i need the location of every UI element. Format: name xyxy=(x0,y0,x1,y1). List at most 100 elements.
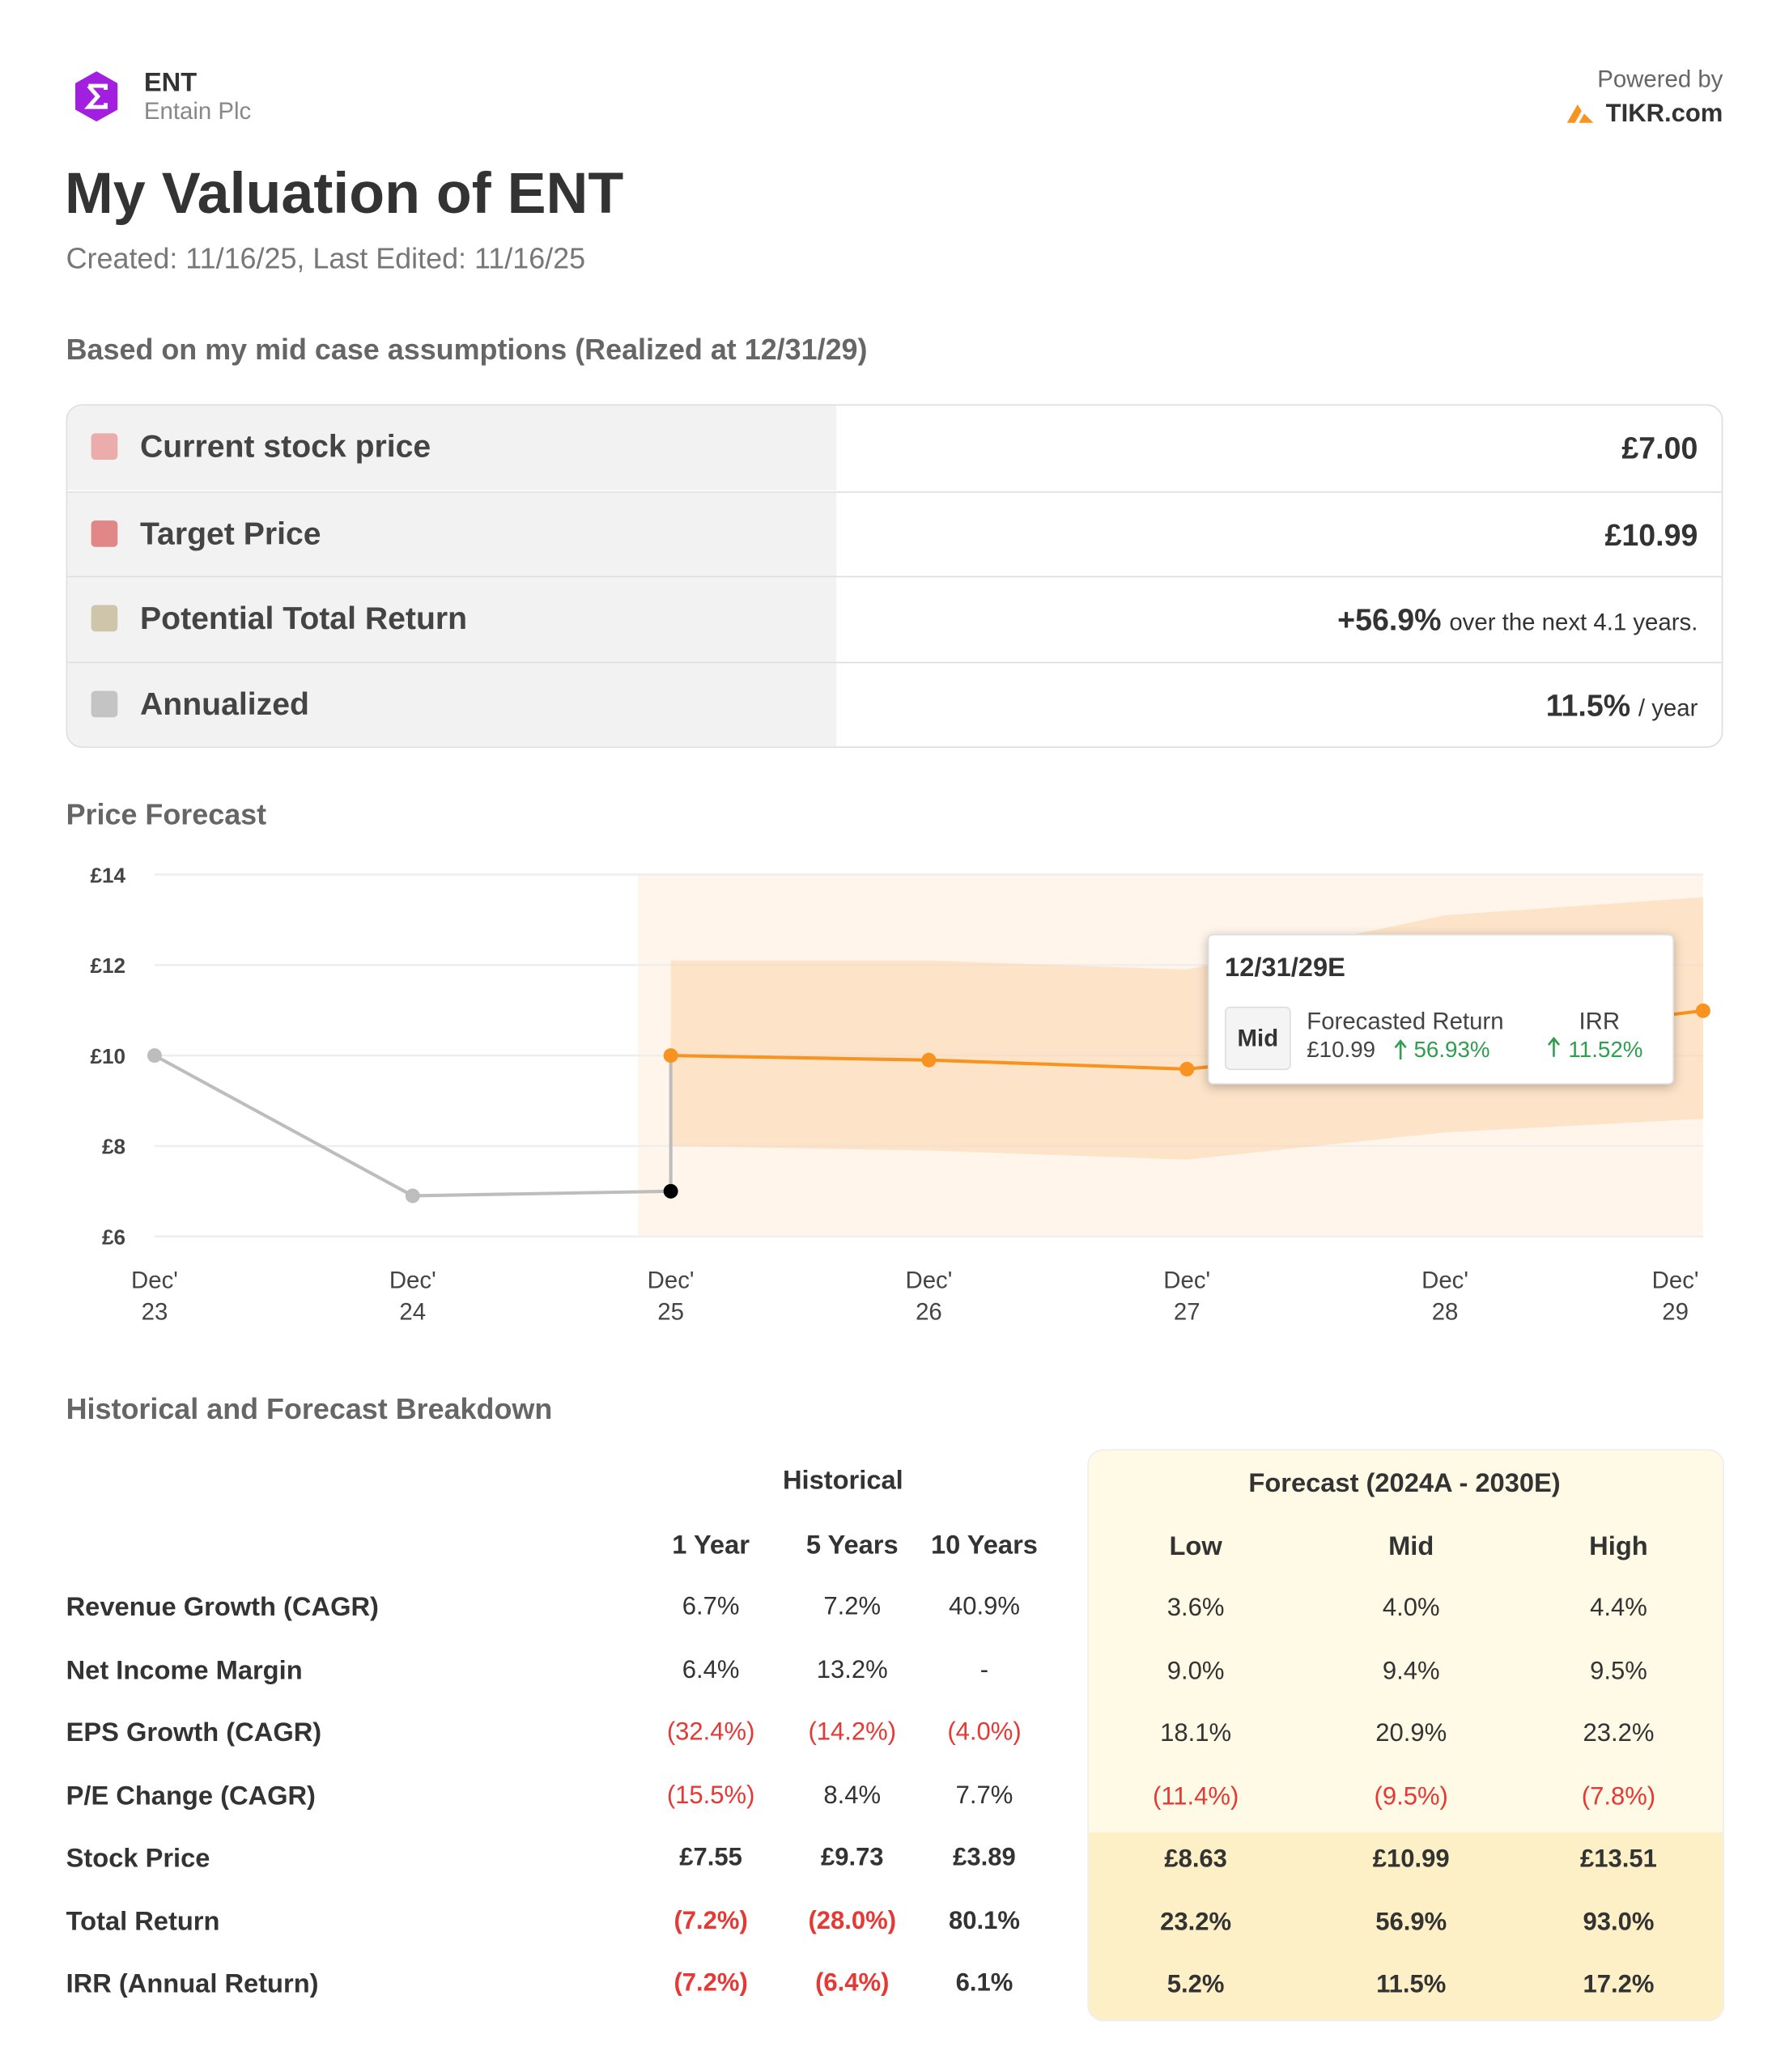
data-point xyxy=(921,1052,937,1068)
cell-value: £13.51 xyxy=(1580,1845,1657,1874)
row-icon xyxy=(91,690,118,717)
row-label: Annualized xyxy=(140,686,309,722)
row-value: +56.9% over the next 4.1 years. xyxy=(1337,577,1698,664)
row-label: P/E Change (CAGR) xyxy=(66,1781,316,1811)
tooltip-title: 12/31/29E xyxy=(1225,953,1345,983)
group-header: Historical xyxy=(782,1466,903,1496)
cell-value: £7.55 xyxy=(679,1844,742,1872)
cell-value: 23.2% xyxy=(1583,1720,1655,1748)
value: +56.9% xyxy=(1337,602,1442,637)
row-label: IRR (Annual Return) xyxy=(66,1969,319,1999)
row-label: Total Return xyxy=(66,1907,220,1936)
data-point xyxy=(1179,1061,1195,1076)
cell-value: 80.1% xyxy=(949,1907,1020,1935)
page-title: My Valuation of ENT xyxy=(64,161,624,227)
forecast-highlight xyxy=(1088,1832,1723,2020)
section-heading: Based on my mid case assumptions (Realiz… xyxy=(66,333,868,367)
summary-row: Current stock price £7.00 xyxy=(67,405,1722,490)
tooltip-irr: 11.52% xyxy=(1568,1037,1643,1063)
data-point xyxy=(663,1183,678,1199)
section-heading: Price Forecast xyxy=(66,797,267,831)
column-header: 1 Year xyxy=(672,1531,750,1560)
cell-value: (28.0%) xyxy=(808,1907,897,1935)
cell-value: (9.5%) xyxy=(1374,1782,1448,1811)
cell-value: 6.1% xyxy=(955,1969,1013,1998)
x-tick-label: Dec' 29 xyxy=(1651,1267,1699,1326)
value: £7.00 xyxy=(1621,431,1698,465)
cell-value: £8.63 xyxy=(1164,1845,1227,1874)
ticker: ENT xyxy=(143,68,198,98)
series-line xyxy=(153,1054,671,1198)
x-tick-label: Dec' 27 xyxy=(1163,1267,1211,1326)
row-icon xyxy=(91,520,118,546)
cell-value: (14.2%) xyxy=(808,1718,897,1747)
forecast-panel xyxy=(1087,1449,1725,2022)
row-icon xyxy=(91,605,118,632)
value-note: over the next 4.1 years. xyxy=(1449,609,1698,636)
tooltip-price: £10.99 xyxy=(1307,1037,1376,1063)
cell-value: £9.73 xyxy=(820,1844,884,1872)
cell-value: 7.7% xyxy=(955,1781,1013,1810)
group-header: Forecast (2024A - 2030E) xyxy=(1248,1469,1561,1498)
column-header: Mid xyxy=(1388,1532,1434,1562)
cell-value: (7.8%) xyxy=(1581,1782,1656,1811)
summary-row: Target Price £10.99 xyxy=(67,490,1722,577)
data-point xyxy=(663,1048,678,1064)
tooltip-return: 56.93% xyxy=(1413,1037,1490,1063)
row-icon xyxy=(91,433,118,461)
row-label: Potential Total Return xyxy=(140,601,468,637)
company: Entain Plc xyxy=(143,97,252,125)
y-tick-label: £6 xyxy=(102,1225,125,1250)
x-tick-label: Dec' 24 xyxy=(389,1267,436,1326)
value: £10.99 xyxy=(1604,517,1698,552)
subtitle: Created: 11/16/25, Last Edited: 11/16/25 xyxy=(66,241,586,275)
logo xyxy=(75,71,118,122)
cell-value: - xyxy=(979,1655,989,1684)
cell-value: 6.4% xyxy=(682,1655,740,1684)
x-tick-label: Dec' 28 xyxy=(1421,1267,1468,1326)
row-label: Revenue Growth (CAGR) xyxy=(66,1593,379,1623)
row-value: £7.00 xyxy=(1621,405,1698,491)
cell-value: 40.9% xyxy=(949,1593,1020,1621)
x-tick-label: Dec' 23 xyxy=(131,1267,178,1326)
tooltip: 12/31/29E Mid Forecasted Return £10.99 5… xyxy=(1207,933,1674,1085)
tooltip-label: IRR xyxy=(1579,1008,1621,1035)
cell-value: (32.4%) xyxy=(666,1718,755,1747)
label-bg xyxy=(67,491,837,577)
value: 11.5% xyxy=(1545,687,1631,722)
cell-value: (7.2%) xyxy=(674,1969,748,1998)
cell-value: 20.9% xyxy=(1375,1720,1447,1748)
cell-value: 9.0% xyxy=(1166,1657,1225,1685)
cell-value: 4.4% xyxy=(1590,1594,1647,1623)
y-tick-label: £10 xyxy=(90,1044,125,1068)
section-heading: Historical and Forecast Breakdown xyxy=(66,1392,553,1426)
powered-by: Powered by xyxy=(1597,66,1723,93)
cell-value: 6.7% xyxy=(682,1593,740,1621)
data-point xyxy=(1695,1003,1710,1018)
cell-value: 7.2% xyxy=(823,1593,882,1621)
data-point xyxy=(405,1188,420,1204)
cell-value: 8.4% xyxy=(823,1781,882,1810)
y-tick-label: £14 xyxy=(90,863,125,887)
label-bg xyxy=(67,577,837,662)
brand: TIKR.com xyxy=(1605,100,1723,129)
row-label: Net Income Margin xyxy=(66,1655,303,1685)
tooltip-label: Forecasted Return xyxy=(1307,1008,1504,1035)
brand-logo xyxy=(1566,104,1594,123)
cell-value: 56.9% xyxy=(1375,1908,1447,1936)
summary-row: Potential Total Return +56.9% over the nex… xyxy=(67,575,1722,664)
data-point xyxy=(147,1048,162,1064)
column-header: 10 Years xyxy=(931,1531,1038,1560)
cell-value: (7.2%) xyxy=(674,1907,748,1935)
y-tick-label: £12 xyxy=(90,953,125,978)
value-note: / year xyxy=(1638,694,1698,721)
column-header: 5 Years xyxy=(805,1531,899,1560)
label-bg xyxy=(67,405,837,490)
row-label: Current stock price xyxy=(140,429,431,465)
cell-value: 17.2% xyxy=(1583,1971,1655,1999)
cell-value: 23.2% xyxy=(1160,1908,1232,1936)
cell-value: 3.6% xyxy=(1166,1594,1225,1623)
cell-value: 5.2% xyxy=(1166,1971,1225,1999)
cell-value: 18.1% xyxy=(1160,1720,1232,1748)
